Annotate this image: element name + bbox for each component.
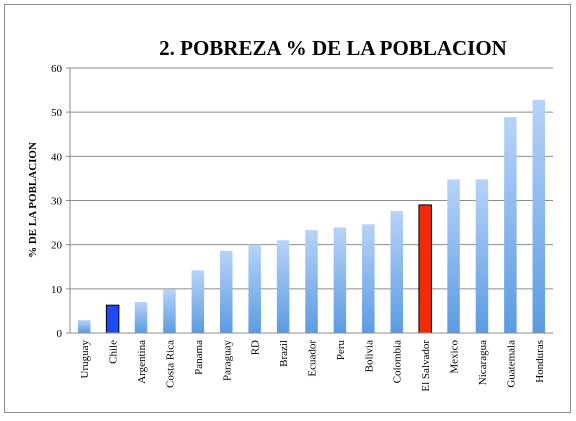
bar-ecuador (305, 230, 318, 333)
y-tick-label: 10 (51, 284, 63, 296)
bars (77, 99, 546, 334)
y-tick-label: 20 (51, 240, 63, 252)
y-tick-label: 40 (51, 151, 63, 163)
bar-argentina (134, 302, 148, 333)
bar-peru (333, 227, 347, 333)
x-tick-label-el-salvador: El Salvador (420, 340, 432, 392)
bar-el-salvador (418, 204, 432, 334)
x-tick-label-bolivia: Bolivia (363, 340, 375, 373)
bar-brazil (276, 240, 290, 333)
x-tick-label-ecuador: Ecuador (307, 340, 319, 377)
bar-costa-rica (163, 289, 176, 333)
x-tick-label-guatemala: Guatemala (505, 340, 517, 388)
y-axis-label: % DE LA POBLACION (27, 142, 39, 258)
x-tick-label-brazil: Brazil (278, 340, 290, 367)
y-tick-label: 30 (51, 196, 63, 208)
bar-uruguay (77, 320, 91, 333)
x-tick-label-nicaragua: Nicaragua (477, 340, 489, 385)
x-tick-label-colombia: Colombia (392, 340, 404, 384)
x-tick-label-peru: Peru (335, 340, 347, 361)
x-tick-label-rd: RD (250, 340, 262, 355)
bar-bolivia (362, 224, 375, 333)
bar-paraguay (220, 250, 233, 333)
x-tick-label-argentina: Argentina (136, 340, 148, 384)
y-tick-label: 0 (57, 328, 63, 340)
bar-nicaragua (475, 179, 489, 333)
y-tick-label: 50 (51, 107, 63, 119)
bar-guatemala (504, 117, 517, 333)
x-tick-labels: Uruguay Chile Argentina Costa Rica Panama Par… (79, 340, 546, 392)
bar-mexico (447, 179, 460, 333)
bar-honduras (532, 99, 546, 333)
x-tick-label-paraguay: Paraguay (221, 340, 233, 381)
x-tick-label-honduras: Honduras (534, 340, 546, 383)
x-tick-label-uruguay: Uruguay (79, 340, 91, 379)
y-tick-labels: 0 10 20 30 40 50 60 (51, 63, 63, 340)
bar-colombia (390, 211, 403, 333)
x-tick-label-panama: Panama (193, 340, 205, 375)
x-tick-label-costa-rica: Costa Rica (164, 340, 176, 388)
chart-title: 2. POBREZA % DE LA POBLACION (159, 36, 507, 60)
x-tick-label-chile: Chile (108, 340, 120, 364)
y-tick-label: 60 (51, 63, 63, 75)
x-tick-label-mexico: Mexico (449, 340, 461, 374)
bar-panama (191, 270, 205, 333)
bar-rd (248, 244, 261, 333)
bar-chile (105, 304, 120, 334)
